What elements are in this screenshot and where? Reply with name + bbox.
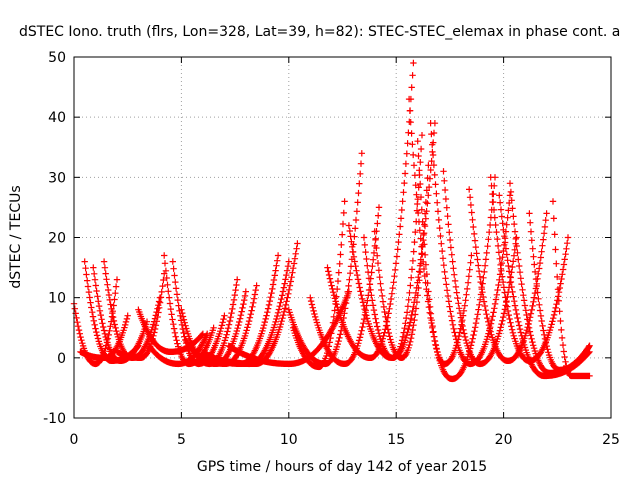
- data-arc-21: [345, 120, 439, 361]
- x-tick-label-3: 15: [387, 432, 405, 448]
- data-arc-3: [100, 258, 164, 361]
- chart-title: dSTEC Iono. truth (flrs, Lon=328, Lat=39…: [19, 24, 620, 40]
- data-arc-points-3: [100, 258, 164, 361]
- y-tick-label-2: 10: [48, 291, 66, 307]
- data-arc-19: [307, 204, 383, 367]
- data-arc-29: [487, 174, 572, 364]
- y-tick-label-5: 40: [48, 110, 66, 126]
- data-arc-points-19: [307, 204, 383, 367]
- data-arc-points-29: [487, 174, 572, 364]
- data-arc-points-4: [77, 312, 131, 361]
- data-arc-points-32: [526, 210, 593, 374]
- data-arc-points-5: [113, 270, 168, 361]
- data-arc-points-25: [414, 138, 475, 367]
- x-tick-label-1: 5: [177, 432, 186, 448]
- data-arc-27: [440, 168, 520, 368]
- data-arc-points-28: [466, 186, 550, 364]
- x-tick-label-0: 0: [70, 432, 79, 448]
- data-arc-32: [526, 210, 593, 374]
- x-tick-label-2: 10: [280, 432, 298, 448]
- data-arc-points-14: [206, 258, 292, 368]
- data-arc-4: [77, 312, 131, 361]
- data-arc-points-21: [345, 120, 439, 361]
- y-tick-label-3: 20: [48, 231, 66, 247]
- x-tick-label-5: 25: [602, 432, 620, 448]
- data-arc-14: [206, 258, 292, 368]
- y-axis-title: dSTEC / TECUs: [8, 185, 24, 288]
- x-tick-label-4: 20: [495, 432, 513, 448]
- x-axis-title: GPS time / hours of day 142 of year 2015: [197, 459, 487, 475]
- y-tick-label-6: 50: [48, 50, 66, 66]
- data-arc-5: [113, 270, 168, 361]
- data-arc-25: [414, 138, 475, 367]
- data-arc-points-33: [549, 198, 593, 380]
- data-arc-points-27: [440, 168, 520, 368]
- data-arc-28: [466, 186, 550, 364]
- data-arc-33: [549, 198, 593, 380]
- y-tick-label-0: -10: [43, 411, 66, 427]
- y-tick-label-4: 30: [48, 170, 66, 186]
- data-layer: [70, 59, 593, 383]
- y-tick-label-1: 0: [57, 351, 66, 367]
